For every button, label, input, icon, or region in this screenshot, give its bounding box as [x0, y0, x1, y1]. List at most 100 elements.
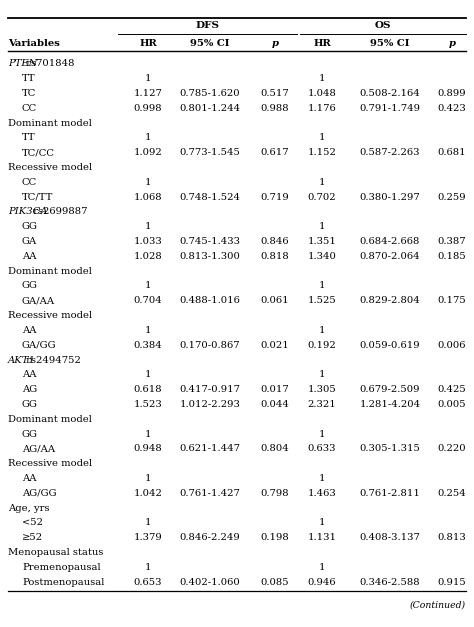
Text: 0.948: 0.948 [134, 445, 163, 453]
Text: rs2494752: rs2494752 [23, 356, 81, 364]
Text: 0.170-0.867: 0.170-0.867 [180, 340, 240, 350]
Text: 0.915: 0.915 [438, 577, 466, 586]
Text: 0.801-1.244: 0.801-1.244 [180, 104, 241, 113]
Text: AA: AA [22, 371, 36, 379]
Text: CC: CC [22, 178, 37, 187]
Text: 1.525: 1.525 [308, 297, 337, 305]
Text: 1.523: 1.523 [134, 400, 163, 409]
Text: 2.321: 2.321 [308, 400, 337, 409]
Text: 0.005: 0.005 [438, 400, 466, 409]
Text: TT: TT [22, 75, 36, 83]
Text: <52: <52 [22, 519, 43, 527]
Text: DFS: DFS [195, 21, 219, 31]
Text: 0.998: 0.998 [134, 104, 162, 113]
Text: 0.829-2.804: 0.829-2.804 [360, 297, 420, 305]
Text: AA: AA [22, 474, 36, 483]
Text: GA: GA [22, 237, 37, 246]
Text: 1.068: 1.068 [134, 192, 162, 202]
Text: 1.127: 1.127 [134, 89, 163, 98]
Text: PTEN: PTEN [8, 60, 37, 68]
Text: 0.785-1.620: 0.785-1.620 [180, 89, 240, 98]
Text: AKT1: AKT1 [8, 356, 36, 364]
Text: 0.425: 0.425 [438, 385, 466, 394]
Text: 0.846-2.249: 0.846-2.249 [180, 533, 240, 542]
Text: 1: 1 [319, 134, 325, 142]
Text: GG: GG [22, 400, 38, 409]
Text: 1.048: 1.048 [308, 89, 337, 98]
Text: 0.021: 0.021 [261, 340, 289, 350]
Text: rs2699887: rs2699887 [30, 208, 88, 216]
Text: 0.653: 0.653 [134, 577, 162, 586]
Text: OS: OS [375, 21, 391, 31]
Text: 1.152: 1.152 [308, 149, 337, 157]
Text: GG: GG [22, 282, 38, 290]
Text: 0.380-1.297: 0.380-1.297 [360, 192, 420, 202]
Text: 1: 1 [319, 223, 325, 231]
Text: ≥52: ≥52 [22, 533, 43, 542]
Text: 1.340: 1.340 [308, 252, 337, 261]
Text: 0.387: 0.387 [438, 237, 466, 246]
Text: Variables: Variables [8, 38, 60, 48]
Text: Premenopausal: Premenopausal [22, 562, 100, 572]
Text: HR: HR [139, 38, 157, 48]
Text: 0.704: 0.704 [134, 297, 163, 305]
Text: 0.679-2.509: 0.679-2.509 [360, 385, 420, 394]
Text: Recessive model: Recessive model [8, 459, 92, 468]
Text: CC: CC [22, 104, 37, 113]
Text: 95% CI: 95% CI [190, 38, 230, 48]
Text: 1.379: 1.379 [134, 533, 163, 542]
Text: GA/GG: GA/GG [22, 340, 56, 350]
Text: 0.408-3.137: 0.408-3.137 [360, 533, 420, 542]
Text: 0.220: 0.220 [438, 445, 466, 453]
Text: 1: 1 [319, 371, 325, 379]
Text: 1: 1 [145, 326, 151, 335]
Text: PIK3CA: PIK3CA [8, 208, 47, 216]
Text: HR: HR [313, 38, 331, 48]
Text: 0.748-1.524: 0.748-1.524 [180, 192, 240, 202]
Text: 1: 1 [145, 371, 151, 379]
Text: 0.384: 0.384 [134, 340, 163, 350]
Text: 0.059-0.619: 0.059-0.619 [360, 340, 420, 350]
Text: 1: 1 [319, 282, 325, 290]
Text: 0.417-0.917: 0.417-0.917 [180, 385, 240, 394]
Text: Recessive model: Recessive model [8, 311, 92, 320]
Text: GA/AA: GA/AA [22, 297, 55, 305]
Text: AG/AA: AG/AA [22, 445, 55, 453]
Text: Dominant model: Dominant model [8, 119, 92, 128]
Text: 1: 1 [145, 474, 151, 483]
Text: 0.804: 0.804 [261, 445, 289, 453]
Text: 0.185: 0.185 [438, 252, 466, 261]
Text: 1.042: 1.042 [134, 488, 163, 498]
Text: p: p [272, 38, 279, 48]
Text: 0.618: 0.618 [134, 385, 162, 394]
Text: 1.028: 1.028 [134, 252, 163, 261]
Text: 1: 1 [145, 282, 151, 290]
Text: 1.305: 1.305 [308, 385, 337, 394]
Text: 0.761-2.811: 0.761-2.811 [360, 488, 420, 498]
Text: Postmenopausal: Postmenopausal [22, 577, 104, 586]
Text: 1.463: 1.463 [308, 488, 337, 498]
Text: Dominant model: Dominant model [8, 414, 92, 424]
Text: 1: 1 [319, 474, 325, 483]
Text: 1.351: 1.351 [308, 237, 337, 246]
Text: 0.175: 0.175 [438, 297, 466, 305]
Text: 1: 1 [319, 562, 325, 572]
Text: 1: 1 [145, 134, 151, 142]
Text: 95% CI: 95% CI [370, 38, 410, 48]
Text: 0.813-1.300: 0.813-1.300 [180, 252, 240, 261]
Text: 0.259: 0.259 [438, 192, 466, 202]
Text: 0.798: 0.798 [261, 488, 289, 498]
Text: 0.621-1.447: 0.621-1.447 [180, 445, 240, 453]
Text: 0.423: 0.423 [438, 104, 466, 113]
Text: 0.305-1.315: 0.305-1.315 [360, 445, 420, 453]
Text: 1: 1 [319, 326, 325, 335]
Text: 0.899: 0.899 [438, 89, 466, 98]
Text: 0.702: 0.702 [308, 192, 337, 202]
Text: 1.131: 1.131 [308, 533, 337, 542]
Text: 0.846: 0.846 [261, 237, 289, 246]
Text: (Continued): (Continued) [410, 601, 466, 610]
Text: 0.508-2.164: 0.508-2.164 [360, 89, 420, 98]
Text: 0.633: 0.633 [308, 445, 336, 453]
Text: 0.818: 0.818 [261, 252, 289, 261]
Text: TT: TT [22, 134, 36, 142]
